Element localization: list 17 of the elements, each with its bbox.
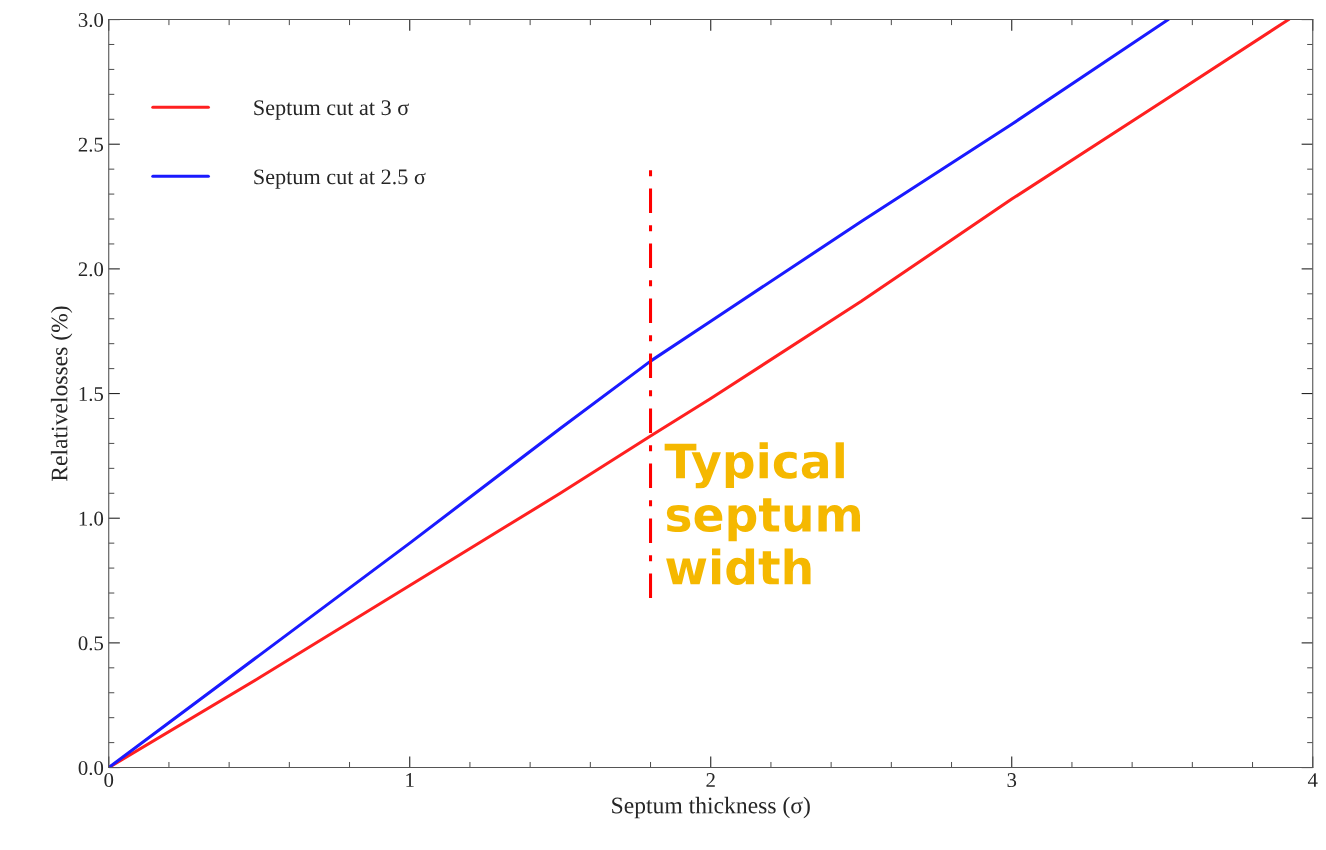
legend-label: Septum cut at 3 σ [254, 100, 409, 120]
y-tick-label: 0.5 [78, 636, 104, 651]
y-tick-label: 2.0 [78, 262, 104, 277]
legend-label: Septum cut at 2.5 σ [254, 169, 426, 189]
x-tick-label: 1 [406, 773, 414, 787]
y-tick-label: 1.0 [79, 511, 104, 526]
y-tick-label: 2.5 [78, 137, 104, 152]
x-tick-label: 3 [1007, 773, 1017, 788]
x-tick-label: 0 [104, 773, 114, 788]
y-tick-label: 3.0 [78, 12, 104, 28]
y-axis-title: Relativelosses (%) [50, 306, 73, 482]
annotation: Typical septum width [664, 442, 861, 585]
y-tick-label: 0.0 [78, 760, 104, 776]
x-tick-label: 2 [706, 773, 715, 787]
x-axis-title: Septum thickness (σ) [612, 796, 810, 819]
x-tick-label: 4 [1307, 773, 1318, 787]
y-tick-label: 1.5 [79, 387, 104, 402]
